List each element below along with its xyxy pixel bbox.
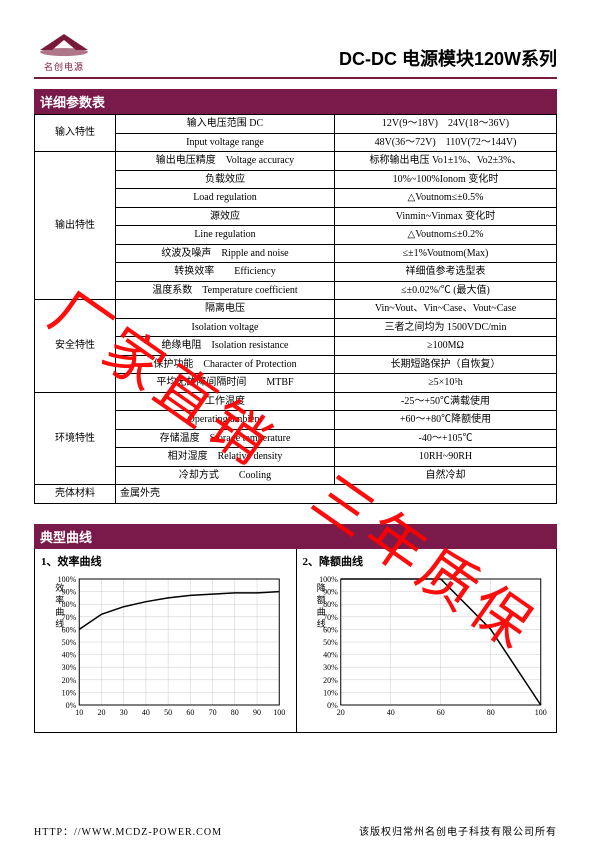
spec-value-sub: 48V(36～72V) 110V(72～144V) bbox=[335, 133, 557, 152]
svg-text:20%: 20% bbox=[62, 675, 77, 684]
spec-param-sub: Load regulation bbox=[116, 189, 335, 208]
svg-text:额: 额 bbox=[316, 594, 325, 605]
spec-category: 输入特性 bbox=[35, 115, 116, 152]
footer-url: HTTP：//WWW.MCDZ-POWER.COM bbox=[34, 823, 222, 838]
spec-param: 存储温度 Storage temperature bbox=[116, 429, 335, 448]
svg-text:20%: 20% bbox=[323, 675, 338, 684]
spec-value: Vin~Vout、Vin~Case、Vout~Case bbox=[335, 300, 557, 319]
svg-text:10%: 10% bbox=[323, 688, 338, 697]
spec-param: 平均无故障间隔时间 MTBF bbox=[116, 374, 335, 393]
page: 名创电源 DC-DC 电源模块120W系列 详细参数表 输入特性输入电压范围 D… bbox=[0, 0, 591, 850]
spec-table: 输入特性输入电压范围 DC12V(9～18V) 24V(18～36V)Input… bbox=[34, 114, 557, 504]
spec-value: 12V(9～18V) 24V(18～36V) bbox=[335, 115, 557, 134]
svg-text:70: 70 bbox=[209, 708, 217, 717]
spec-category: 壳体材料 bbox=[35, 485, 116, 504]
svg-text:100: 100 bbox=[534, 708, 546, 717]
spec-category: 安全特性 bbox=[35, 300, 116, 393]
svg-text:90: 90 bbox=[253, 708, 261, 717]
spec-param-sub: Line regulation bbox=[116, 226, 335, 245]
svg-text:80: 80 bbox=[231, 708, 239, 717]
footer: HTTP：//WWW.MCDZ-POWER.COM 该版权归常州名创电子科技有限… bbox=[34, 823, 557, 838]
svg-text:10%: 10% bbox=[62, 688, 77, 697]
svg-text:曲: 曲 bbox=[316, 607, 325, 617]
spec-param: 金属外壳 bbox=[116, 485, 557, 504]
page-title: DC-DC 电源模块120W系列 bbox=[114, 45, 557, 73]
logo-text: 名创电源 bbox=[44, 60, 84, 73]
spec-param: 转换效率 Efficiency bbox=[116, 263, 335, 282]
spec-param: 输出电压精度 Voltage accuracy bbox=[116, 152, 335, 171]
spec-value: -25～+50℃满载使用 bbox=[335, 392, 557, 411]
spec-value-sub: +60～+80℃降额使用 bbox=[335, 411, 557, 430]
spec-value: 10RH~90RH bbox=[335, 448, 557, 467]
spec-category: 输出特性 bbox=[35, 152, 116, 300]
svg-text:20: 20 bbox=[97, 708, 105, 717]
spec-value: 祥细值参考选型表 bbox=[335, 263, 557, 282]
spec-param: 相对湿度 Relative density bbox=[116, 448, 335, 467]
svg-text:率: 率 bbox=[55, 594, 64, 605]
svg-text:20: 20 bbox=[336, 708, 344, 717]
svg-text:10: 10 bbox=[75, 708, 83, 717]
logo: 名创电源 bbox=[34, 28, 94, 73]
svg-text:60: 60 bbox=[436, 708, 444, 717]
svg-text:80: 80 bbox=[486, 708, 494, 717]
spec-param-sub: Isolation voltage bbox=[116, 318, 335, 337]
spec-param: 源效应 bbox=[116, 207, 335, 226]
svg-text:60: 60 bbox=[186, 708, 194, 717]
chart-title-right: 2、降额曲线 bbox=[303, 553, 551, 569]
footer-copyright: 该版权归常州名创电子科技有限公司所有 bbox=[359, 823, 557, 838]
svg-text:30%: 30% bbox=[323, 663, 338, 672]
spec-param: 温度系数 Temperature coefficient bbox=[116, 281, 335, 300]
svg-text:50%: 50% bbox=[62, 638, 77, 647]
header: 名创电源 DC-DC 电源模块120W系列 bbox=[34, 28, 557, 79]
spec-value-sub: 三者之间均为 1500VDC/min bbox=[335, 318, 557, 337]
svg-text:线: 线 bbox=[55, 618, 64, 629]
spec-category: 环境特性 bbox=[35, 392, 116, 485]
svg-text:线: 线 bbox=[316, 618, 325, 629]
spec-value: ≥5×10⁵h bbox=[335, 374, 557, 393]
svg-text:30%: 30% bbox=[62, 663, 77, 672]
spec-param: 负载效应 bbox=[116, 170, 335, 189]
spec-value: 10%~100%Ionom 变化时 bbox=[335, 170, 557, 189]
chart-efficiency: 1、效率曲线 0%10%20%30%40%50%60%70%80%90%100%… bbox=[35, 549, 296, 732]
spec-value: ≤±0.02%/℃ (最大值) bbox=[335, 281, 557, 300]
spec-value: Vinmin~Vinmax 变化时 bbox=[335, 207, 557, 226]
spec-value: -40～+105℃ bbox=[335, 429, 557, 448]
spec-param-sub: Input voltage range bbox=[116, 133, 335, 152]
svg-text:降: 降 bbox=[316, 582, 325, 593]
spec-param: 输入电压范围 DC bbox=[116, 115, 335, 134]
spec-value: 标称输出电压 Vo1±1%、Vo2±3%、 bbox=[335, 152, 557, 171]
spec-value: ≥100MΩ bbox=[335, 337, 557, 356]
spec-value-sub: △Voutnom≤±0.2% bbox=[335, 226, 557, 245]
spec-param: 工作温度 bbox=[116, 392, 335, 411]
spec-value: 长期短路保护（自恢复） bbox=[335, 355, 557, 374]
svg-text:50%: 50% bbox=[323, 638, 338, 647]
svg-text:40: 40 bbox=[386, 708, 394, 717]
spec-value-sub: △Voutnom≤±0.5% bbox=[335, 189, 557, 208]
spec-param: 纹波及噪声 Ripple and noise bbox=[116, 244, 335, 263]
derating-chart-svg: 0%10%20%30%40%50%60%70%80%90%100%2040608… bbox=[303, 573, 551, 723]
svg-text:40%: 40% bbox=[323, 650, 338, 659]
spec-param: 保护功能 Character of Protection bbox=[116, 355, 335, 374]
section-charts-title: 典型曲线 bbox=[34, 524, 557, 549]
chart-title-left: 1、效率曲线 bbox=[41, 553, 290, 569]
logo-mark-icon bbox=[34, 28, 94, 58]
spec-param: 隔离电压 bbox=[116, 300, 335, 319]
efficiency-chart-svg: 0%10%20%30%40%50%60%70%80%90%100%1020304… bbox=[41, 573, 290, 723]
svg-text:100: 100 bbox=[273, 708, 285, 717]
chart-derating: 2、降额曲线 0%10%20%30%40%50%60%70%80%90%100%… bbox=[296, 549, 557, 732]
spec-value: ≤±1%Voutnom(Max) bbox=[335, 244, 557, 263]
svg-text:40: 40 bbox=[142, 708, 150, 717]
spec-param: 绝缘电阻 Isolation resistance bbox=[116, 337, 335, 356]
spec-param: 冷却方式 Cooling bbox=[116, 466, 335, 485]
charts-row: 1、效率曲线 0%10%20%30%40%50%60%70%80%90%100%… bbox=[34, 549, 557, 733]
svg-text:30: 30 bbox=[120, 708, 128, 717]
spec-value: 自然冷却 bbox=[335, 466, 557, 485]
charts-section: 典型曲线 1、效率曲线 0%10%20%30%40%50%60%70%80%90… bbox=[34, 524, 557, 733]
svg-text:50: 50 bbox=[164, 708, 172, 717]
svg-text:效: 效 bbox=[55, 582, 64, 593]
spec-param-sub: Operating ambient bbox=[116, 411, 335, 430]
svg-text:40%: 40% bbox=[62, 650, 77, 659]
section-spec-title: 详细参数表 bbox=[34, 89, 557, 114]
svg-text:曲: 曲 bbox=[55, 607, 64, 617]
